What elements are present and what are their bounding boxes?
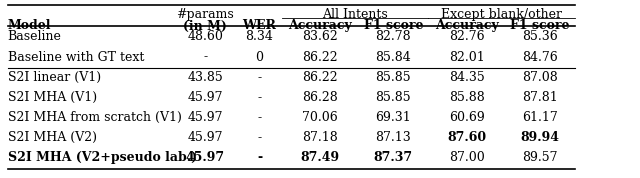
Text: Except blank/other: Except blank/other: [441, 8, 562, 21]
Text: 84.35: 84.35: [449, 71, 484, 84]
Text: 70.06: 70.06: [302, 111, 338, 124]
Text: 69.31: 69.31: [376, 111, 411, 124]
Text: 48.60: 48.60: [188, 30, 223, 43]
Text: 61.17: 61.17: [522, 111, 557, 124]
Text: 89.94: 89.94: [520, 131, 559, 144]
Text: 85.85: 85.85: [376, 71, 411, 84]
Text: 87.13: 87.13: [376, 131, 411, 144]
Text: 82.76: 82.76: [449, 30, 484, 43]
Text: S2I linear (V1): S2I linear (V1): [8, 71, 101, 84]
Text: 87.00: 87.00: [449, 151, 484, 164]
Text: 45.97: 45.97: [188, 91, 223, 104]
Text: 87.18: 87.18: [302, 131, 338, 144]
Text: Accuracy: Accuracy: [435, 19, 499, 32]
Text: 60.69: 60.69: [449, 111, 484, 124]
Text: -: -: [204, 51, 207, 64]
Text: 86.28: 86.28: [302, 91, 338, 104]
Text: 83.62: 83.62: [302, 30, 338, 43]
Text: #params: #params: [177, 8, 234, 21]
Text: 0: 0: [255, 51, 264, 64]
Text: 87.08: 87.08: [522, 71, 557, 84]
Text: 86.22: 86.22: [302, 51, 338, 64]
Text: 85.84: 85.84: [376, 51, 411, 64]
Text: -: -: [257, 111, 262, 124]
Text: 87.49: 87.49: [300, 151, 340, 164]
Text: (in M): (in M): [184, 19, 227, 32]
Text: 8.34: 8.34: [246, 30, 273, 43]
Text: 85.36: 85.36: [522, 30, 557, 43]
Text: 85.88: 85.88: [449, 91, 484, 104]
Text: 87.60: 87.60: [447, 131, 486, 144]
Text: 43.85: 43.85: [188, 71, 223, 84]
Text: 86.22: 86.22: [302, 71, 338, 84]
Text: Model: Model: [8, 19, 51, 32]
Text: All Intents: All Intents: [322, 8, 388, 21]
Text: 87.81: 87.81: [522, 91, 557, 104]
Text: S2I MHA from scratch (V1): S2I MHA from scratch (V1): [8, 111, 182, 124]
Text: S2I MHA (V2+pseudo lab.): S2I MHA (V2+pseudo lab.): [8, 151, 197, 164]
Text: 45.97: 45.97: [186, 151, 225, 164]
Text: S2I MHA (V2): S2I MHA (V2): [8, 131, 97, 144]
Text: WER: WER: [243, 19, 276, 32]
Text: 89.57: 89.57: [522, 151, 557, 164]
Text: 82.78: 82.78: [376, 30, 411, 43]
Text: 45.97: 45.97: [188, 131, 223, 144]
Text: 82.01: 82.01: [449, 51, 484, 64]
Text: Baseline: Baseline: [8, 30, 61, 43]
Text: -: -: [257, 131, 262, 144]
Text: 87.37: 87.37: [374, 151, 413, 164]
Text: -: -: [257, 151, 262, 164]
Text: Baseline with GT text: Baseline with GT text: [8, 51, 144, 64]
Text: Accuracy: Accuracy: [288, 19, 352, 32]
Text: 85.85: 85.85: [376, 91, 411, 104]
Text: S2I MHA (V1): S2I MHA (V1): [8, 91, 97, 104]
Text: 84.76: 84.76: [522, 51, 557, 64]
Text: F1 score: F1 score: [510, 19, 570, 32]
Text: 45.97: 45.97: [188, 111, 223, 124]
Text: -: -: [257, 91, 262, 104]
Text: F1 score: F1 score: [364, 19, 423, 32]
Text: -: -: [257, 71, 262, 84]
